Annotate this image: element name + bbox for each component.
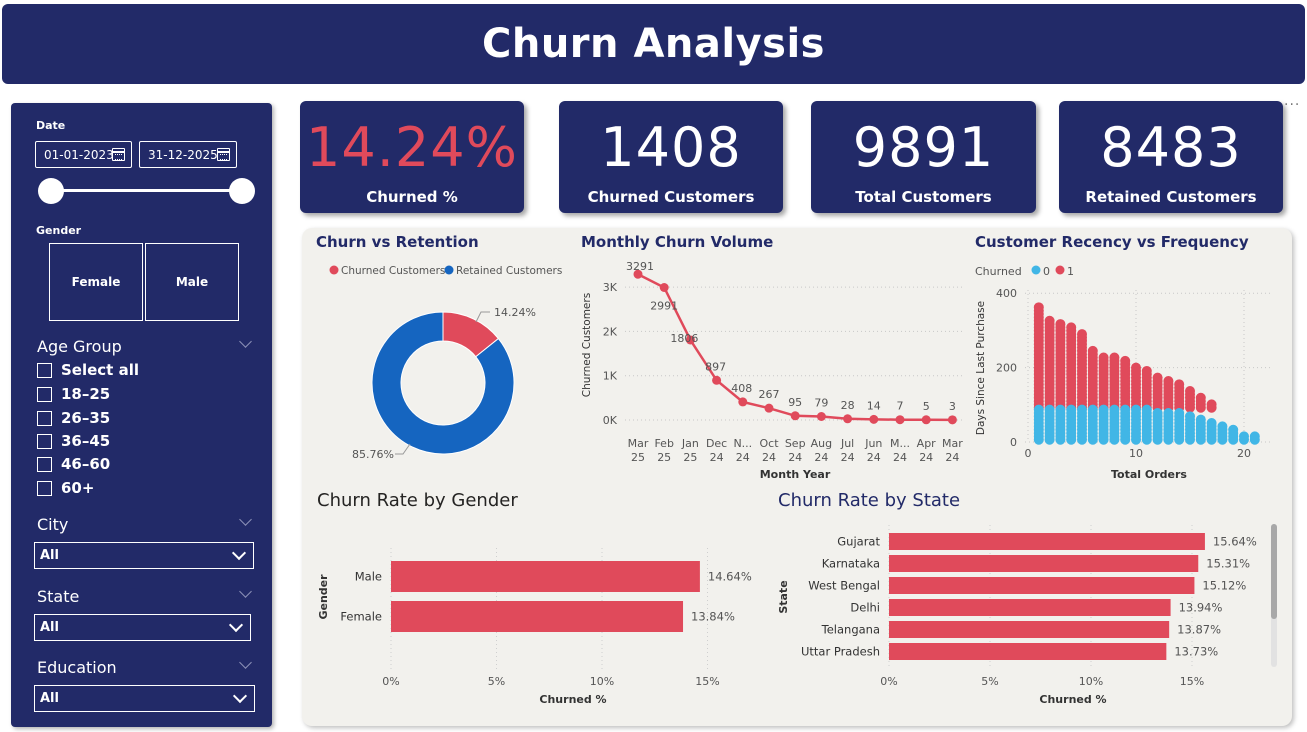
education-selected-value: All: [40, 691, 59, 706]
city-dropdown[interactable]: All: [34, 542, 254, 569]
kpi-label: Total Customers: [855, 188, 992, 206]
charts-panel: [302, 228, 1292, 726]
checkbox[interactable]: [37, 433, 52, 449]
date-range-slider-track[interactable]: [52, 189, 242, 192]
chevron-down-icon[interactable]: [239, 335, 252, 348]
page-title: Churn Analysis: [482, 21, 825, 67]
date-slider-start-handle[interactable]: [38, 178, 64, 204]
start-date-value: 01-01-2023: [44, 147, 114, 162]
checkbox[interactable]: [37, 456, 52, 472]
kpi-card-churned-percent[interactable]: 14.24% Churned %: [300, 101, 524, 213]
age-option-26-35[interactable]: 26–35: [37, 409, 110, 427]
city-selected-value: All: [40, 548, 59, 563]
age-option-label: 36–45: [61, 432, 111, 450]
gender-female-label: Female: [71, 275, 121, 289]
age-option-46-60[interactable]: 46–60: [37, 455, 110, 473]
scatter-chart-title: Customer Recency vs Frequency: [975, 233, 1249, 251]
gender-male-button[interactable]: Male: [145, 243, 239, 321]
kpi-value: 9891: [852, 116, 995, 179]
chevron-down-icon[interactable]: [239, 513, 252, 526]
kpi-card-churned-customers[interactable]: 1408 Churned Customers: [559, 101, 783, 213]
age-option-label: 26–35: [61, 409, 111, 427]
state-dropdown[interactable]: All: [34, 614, 251, 641]
chevron-down-icon[interactable]: [228, 617, 244, 633]
state-heading: State: [37, 587, 80, 606]
age-option-label: 18–25: [61, 385, 111, 403]
end-date-input[interactable]: 31-12-2025: [139, 141, 237, 168]
kpi-label: Churned %: [366, 188, 458, 206]
age-option-select-all[interactable]: Select all: [37, 361, 139, 379]
line-chart-title: Monthly Churn Volume: [581, 233, 774, 251]
kpi-value: 1408: [600, 116, 742, 179]
chevron-down-icon[interactable]: [232, 688, 248, 704]
kpi-label: Retained Customers: [1085, 188, 1257, 206]
age-option-label: 46–60: [61, 455, 111, 473]
checkbox[interactable]: [37, 362, 52, 378]
age-group-heading: Age Group: [37, 337, 122, 356]
age-option-60-plus[interactable]: 60+: [37, 479, 94, 497]
end-date-value: 31-12-2025: [148, 147, 218, 162]
kpi-card-total-customers[interactable]: 9891 Total Customers: [811, 101, 1036, 213]
date-label: Date: [36, 119, 66, 132]
gender-bar-chart-title: Churn Rate by Gender: [317, 490, 518, 511]
age-option-label: Select all: [61, 361, 139, 379]
age-option-36-45[interactable]: 36–45: [37, 432, 110, 450]
more-options-icon[interactable]: ···: [1284, 97, 1301, 113]
date-slider-end-handle[interactable]: [229, 178, 255, 204]
chevron-down-icon[interactable]: [239, 585, 252, 598]
checkbox[interactable]: [37, 386, 52, 402]
gender-male-label: Male: [175, 275, 209, 289]
donut-chart-title: Churn vs Retention: [316, 233, 479, 251]
gender-label: Gender: [36, 224, 82, 237]
start-date-input[interactable]: 01-01-2023: [35, 141, 132, 168]
filter-pane: Date 01-01-2023 31-12-2025 Gender Female…: [11, 103, 272, 727]
chevron-down-icon[interactable]: [239, 656, 252, 669]
checkbox[interactable]: [37, 480, 52, 496]
kpi-label: Churned Customers: [587, 188, 755, 206]
calendar-icon[interactable]: [217, 148, 230, 161]
education-dropdown[interactable]: All: [34, 685, 255, 712]
city-heading: City: [37, 515, 69, 534]
calendar-icon[interactable]: [112, 148, 125, 161]
age-option-label: 60+: [61, 479, 95, 497]
age-option-18-25[interactable]: 18–25: [37, 385, 110, 403]
title-bar: Churn Analysis: [2, 4, 1305, 84]
kpi-value: 8483: [1100, 116, 1242, 179]
state-selected-value: All: [40, 620, 59, 635]
state-bar-chart-title: Churn Rate by State: [778, 490, 961, 511]
checkbox[interactable]: [37, 410, 52, 426]
gender-female-button[interactable]: Female: [49, 243, 143, 321]
chevron-down-icon[interactable]: [231, 545, 247, 561]
education-heading: Education: [37, 658, 117, 677]
kpi-value: 14.24%: [306, 116, 518, 179]
kpi-card-retained-customers[interactable]: 8483 Retained Customers: [1059, 101, 1283, 213]
